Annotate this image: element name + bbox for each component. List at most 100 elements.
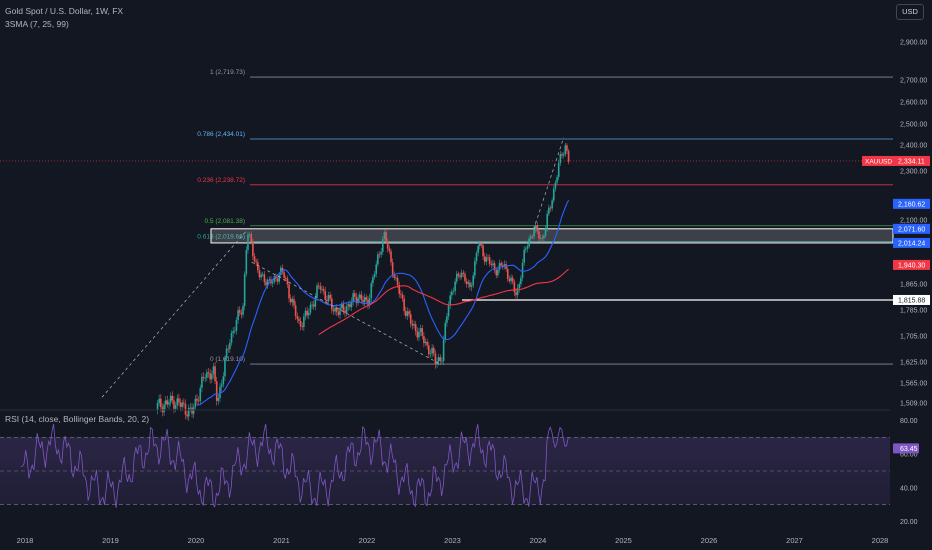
candle-body [266, 279, 269, 286]
candle-body [261, 274, 264, 276]
candle-body [467, 282, 470, 284]
candle-body [217, 398, 220, 401]
candle-body [536, 225, 539, 232]
candle-body [209, 373, 211, 380]
candle-body [207, 372, 210, 374]
candle-body [174, 405, 177, 409]
candle-body [551, 200, 553, 209]
price-panel[interactable]: 1 (2,719.73) 0.786 (2,434.01) 0.236 (2,238… [0, 69, 894, 421]
candle-body [197, 400, 200, 402]
price-badge [893, 223, 930, 234]
candle-body [556, 177, 558, 183]
candle-body [388, 248, 391, 252]
sma-slow-line [318, 268, 569, 336]
candle-body [395, 277, 397, 279]
pattern-dash-lines [101, 137, 564, 398]
candle-body [299, 320, 302, 327]
candle-body [331, 298, 333, 310]
candle-body [324, 290, 327, 300]
currency-button[interactable]: USD [896, 4, 924, 20]
candle-body [220, 384, 223, 387]
candle-body [289, 298, 292, 303]
candle-body [460, 272, 463, 278]
price-tick-label: 2,300.00 [900, 169, 927, 176]
candle-body [349, 304, 351, 308]
candle-body [229, 342, 231, 349]
candle-body [319, 286, 322, 290]
time-tick-label: 2027 [786, 536, 803, 545]
candle-body [418, 332, 420, 338]
candle-body [441, 360, 443, 362]
time-axis[interactable]: 2018 2019 2020 2021 2022 2023 2024 2025 2026 2027… [17, 536, 889, 545]
rsi-tick-label: 20.00 [900, 519, 918, 526]
candle-body [186, 414, 188, 417]
time-tick-label: 2019 [102, 536, 119, 545]
candle-body [482, 245, 484, 257]
candle-body [307, 312, 310, 316]
candle-body [181, 402, 183, 407]
candle-body [391, 262, 394, 275]
candle-body [166, 400, 169, 405]
candle-body [511, 277, 514, 282]
candle-body [283, 272, 285, 278]
candle-body [423, 336, 425, 344]
candle-body [160, 398, 162, 408]
candle-body [296, 316, 299, 319]
rsi-legend[interactable]: RSI (14, close, Bollinger Bands, 20, 2) [5, 414, 150, 424]
candle-body [280, 267, 282, 275]
candle-body [184, 404, 187, 415]
price-tick-label: 2,100.00 [900, 218, 927, 225]
candle-body [424, 341, 427, 344]
candle-body [224, 358, 226, 377]
candle-body [403, 298, 405, 312]
candle-body [260, 274, 262, 278]
price-axis[interactable]: 2,900.00 2,700.00 2,600.00 2,500.00 2,400.00… [900, 40, 927, 408]
candle-body [398, 285, 401, 294]
candle-body [538, 231, 540, 239]
candle-body [544, 228, 547, 236]
candle-body [520, 277, 522, 285]
candle-body [345, 306, 348, 314]
candle-body [293, 299, 295, 306]
candle-body [322, 288, 325, 291]
rsi-panel[interactable] [0, 423, 890, 509]
time-tick-label: 2022 [359, 536, 376, 545]
candle-body [393, 274, 396, 278]
symbol-title[interactable]: Gold Spot / U.S. Dollar, 1W, FX [5, 6, 124, 16]
candle-body [250, 234, 253, 242]
rsi-axis[interactable]: 80.00 60.00 40.00 20.00 63.45 [893, 418, 919, 526]
price-badge [893, 198, 930, 209]
price-badge-value: 2,071.60 [898, 226, 925, 233]
sma-legend[interactable]: 3SMA (7, 25, 99) [5, 19, 69, 29]
candle-body [411, 323, 414, 326]
candle-body [178, 398, 180, 403]
candle-body [528, 238, 530, 247]
candle-body [457, 273, 460, 276]
sma-fast-line [196, 199, 570, 406]
candle-body [156, 403, 159, 410]
candle-body [452, 290, 455, 292]
candle-body [525, 248, 527, 250]
price-badge-value: 2,160.62 [898, 201, 925, 208]
candle-body [554, 182, 557, 189]
candle-body [169, 395, 172, 403]
candle-body [255, 261, 257, 263]
price-tick-label: 1,785.00 [900, 308, 927, 315]
candle-body [326, 299, 328, 302]
price-tick-label: 1,705.00 [900, 334, 927, 341]
candle-body [559, 154, 562, 164]
candle-body [158, 398, 160, 403]
candle-body [380, 251, 382, 255]
rsi-value-badge [893, 443, 919, 454]
time-tick-label: 2026 [701, 536, 718, 545]
candle-body [474, 261, 476, 276]
candle-body [298, 318, 300, 321]
price-tick-label: 1,509.00 [900, 401, 927, 408]
pattern-dash [533, 137, 564, 230]
candle-body [281, 267, 284, 273]
candle-body [360, 294, 363, 300]
candle-body [561, 154, 563, 156]
candle-body [500, 263, 502, 266]
candle-body [475, 252, 478, 262]
